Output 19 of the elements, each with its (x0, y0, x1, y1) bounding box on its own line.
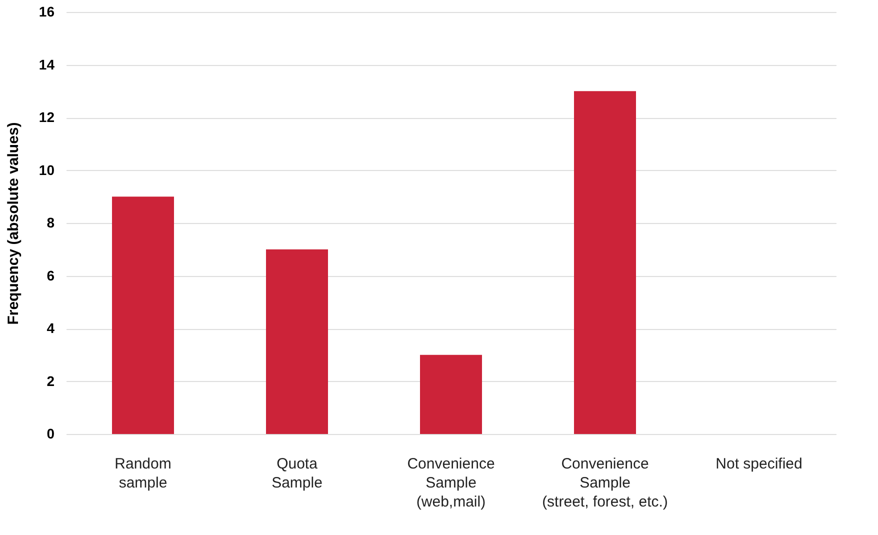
x-tick-label: Not specified (716, 456, 802, 472)
y-tick-label: 8 (46, 214, 55, 230)
bar (112, 196, 174, 434)
x-tick-label: Random sample (114, 456, 172, 492)
x-tick-label: Quota Sample (272, 456, 322, 492)
y-tick-label: 0 (46, 426, 55, 442)
y-tick-label: 12 (38, 109, 55, 125)
bar (574, 91, 636, 434)
y-tick-label: 6 (46, 267, 55, 284)
y-axis-title: Frequency (absolute values) (4, 122, 22, 325)
y-tick-label: 14 (38, 56, 55, 72)
x-tick-label: Convenience Sample (street, forest, etc.) (542, 456, 668, 510)
x-tick-label: Convenience Sample (web,mail) (407, 456, 495, 510)
y-tick-label: 2 (46, 372, 55, 389)
bar (420, 354, 482, 434)
y-tick-label: 16 (38, 4, 55, 20)
y-tick-label: 4 (46, 320, 55, 336)
y-tick-label: 10 (38, 162, 55, 178)
bar (266, 249, 328, 434)
